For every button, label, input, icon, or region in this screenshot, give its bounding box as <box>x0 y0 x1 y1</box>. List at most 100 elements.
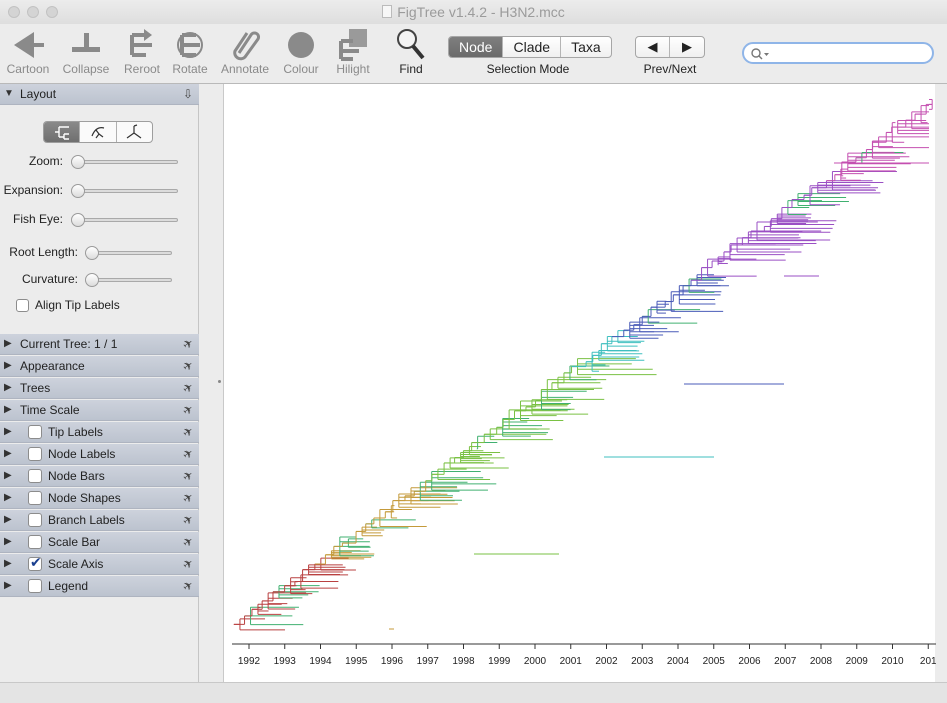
fish-eye-slider-knob[interactable] <box>71 213 85 227</box>
pin-icon[interactable]: ✈ <box>179 489 197 507</box>
pin-icon[interactable]: ⇩ <box>182 87 193 101</box>
settings-panel: ▼ Layout ⇩ Zoom: <box>0 84 199 682</box>
zoom-slider-knob[interactable] <box>71 155 85 169</box>
root-length-slider-knob[interactable] <box>85 246 99 260</box>
pin-icon[interactable]: ✈ <box>179 335 197 353</box>
section-header-branch-labels[interactable]: ▶ Branch Labels ✈ <box>0 510 199 531</box>
pin-icon[interactable]: ✈ <box>179 533 197 551</box>
section-title: Tip Labels <box>48 425 103 439</box>
arrow-left-icon: ◀ <box>647 39 658 54</box>
hilight-label: Hilight <box>336 62 370 76</box>
expansion-slider[interactable] <box>75 189 178 193</box>
section-header-scale-axis[interactable]: ▶ Scale Axis ✈ <box>0 554 199 575</box>
pin-icon[interactable]: ✈ <box>179 379 197 397</box>
selection-mode-clade[interactable]: Clade <box>503 37 562 57</box>
section-checkbox[interactable] <box>28 447 42 461</box>
section-checkbox[interactable] <box>28 513 42 527</box>
section-checkbox[interactable] <box>28 579 42 593</box>
expansion-slider-knob[interactable] <box>71 184 85 198</box>
section-header-current-tree-1-1[interactable]: ▶ Current Tree: 1 / 1 ✈ <box>0 334 199 355</box>
pin-icon[interactable]: ✈ <box>179 357 197 375</box>
section-checkbox[interactable] <box>28 469 42 483</box>
section-header-trees[interactable]: ▶ Trees ✈ <box>0 378 199 399</box>
zoom-row: Zoom: <box>0 152 199 172</box>
section-header-node-shapes[interactable]: ▶ Node Shapes ✈ <box>0 488 199 509</box>
radial-tree-icon <box>126 124 142 139</box>
selection-mode-taxa[interactable]: Taxa <box>571 39 601 55</box>
disclosure-closed-icon: ▶ <box>4 492 12 503</box>
tree-canvas[interactable]: 1992 1993 1994 1995 1996 1997 1998 1999 2000 2001… <box>223 84 936 682</box>
pin-icon[interactable]: ✈ <box>179 511 197 529</box>
zoom-slider[interactable] <box>75 160 178 164</box>
colour-button[interactable]: Colour <box>273 26 329 76</box>
section-checkbox[interactable] <box>28 535 42 549</box>
zoom-window-button[interactable] <box>46 6 58 18</box>
rectangular-layout-button[interactable] <box>44 122 81 142</box>
minimize-window-button[interactable] <box>27 6 39 18</box>
section-title: Current Tree: 1 / 1 <box>20 337 118 351</box>
curvature-slider[interactable] <box>89 278 172 282</box>
axis-tick-label: 1995 <box>345 656 368 667</box>
pin-icon[interactable]: ✈ <box>179 445 197 463</box>
cartoon-button[interactable]: Cartoon <box>0 26 56 76</box>
zoom-label: Zoom: <box>28 154 63 168</box>
search-input[interactable] <box>770 46 920 60</box>
axis-tick-label: 2007 <box>774 656 797 667</box>
fish-eye-slider[interactable] <box>75 218 178 222</box>
window-title: FigTree v1.4.2 - H3N2.mcc <box>0 4 947 20</box>
reroot-button[interactable]: Reroot <box>114 26 170 76</box>
section-checkbox[interactable] <box>28 491 42 505</box>
arrow-right-icon: ▶ <box>682 39 692 54</box>
rotate-button[interactable]: Rotate <box>162 26 218 76</box>
section-title: Time Scale <box>20 403 80 417</box>
phylogenetic-tree: 1992 1993 1994 1995 1996 1997 1998 1999 2000 2001… <box>232 98 936 667</box>
panel-splitter[interactable] <box>199 84 223 682</box>
layout-header[interactable]: ▼ Layout ⇩ <box>0 84 199 105</box>
pin-icon[interactable]: ✈ <box>179 401 197 419</box>
disclosure-closed-icon: ▶ <box>4 360 12 371</box>
section-header-node-bars[interactable]: ▶ Node Bars ✈ <box>0 466 199 487</box>
section-title: Node Labels <box>48 447 116 461</box>
section-header-time-scale[interactable]: ▶ Time Scale ✈ <box>0 400 199 421</box>
section-title: Appearance <box>20 359 85 373</box>
collapse-icon <box>72 33 100 52</box>
axis-tick-label: 1992 <box>238 656 261 667</box>
section-header-node-labels[interactable]: ▶ Node Labels ✈ <box>0 444 199 465</box>
disclosure-closed-icon: ▶ <box>4 514 12 525</box>
curvature-slider-knob[interactable] <box>85 273 99 287</box>
root-length-slider[interactable] <box>89 251 172 255</box>
section-header-appearance[interactable]: ▶ Appearance ✈ <box>0 356 199 377</box>
colour-circle-icon <box>288 32 314 58</box>
prev-button[interactable]: ◀ <box>636 37 671 57</box>
section-title: Scale Axis <box>48 557 104 571</box>
align-tip-labels-checkbox[interactable] <box>16 299 29 312</box>
section-header-legend[interactable]: ▶ Legend ✈ <box>0 576 199 597</box>
fish-eye-row: Fish Eye: <box>0 210 199 230</box>
disclosure-closed-icon: ▶ <box>4 558 12 569</box>
next-button[interactable]: ▶ <box>670 37 704 57</box>
find-button[interactable]: Find <box>383 26 439 76</box>
pin-icon[interactable]: ✈ <box>179 577 197 595</box>
curvature-label: Curvature: <box>21 272 78 286</box>
section-header-tip-labels[interactable]: ▶ Tip Labels ✈ <box>0 422 199 443</box>
annotate-button[interactable]: Annotate <box>217 26 273 76</box>
hilight-button[interactable]: Hilight <box>325 26 381 76</box>
section-header-scale-bar[interactable]: ▶ Scale Bar ✈ <box>0 532 199 553</box>
collapse-button[interactable]: Collapse <box>58 26 114 76</box>
axis-tick-label: 2002 <box>595 656 618 667</box>
close-window-button[interactable] <box>8 6 20 18</box>
pin-icon[interactable]: ✈ <box>179 555 197 573</box>
disclosure-closed-icon: ▶ <box>4 338 12 349</box>
radial-layout-button[interactable] <box>117 122 152 142</box>
axis-tick-label: 2001 <box>560 656 583 667</box>
selection-mode-node[interactable]: Node <box>449 37 504 57</box>
pin-icon[interactable]: ✈ <box>179 423 197 441</box>
search-field[interactable] <box>742 42 934 64</box>
pin-icon[interactable]: ✈ <box>179 467 197 485</box>
section-checkbox[interactable] <box>28 554 42 571</box>
status-bar <box>0 682 947 703</box>
section-checkbox[interactable] <box>28 425 42 439</box>
selection-mode-control: Node Clade Taxa <box>448 36 612 58</box>
disclosure-closed-icon: ▶ <box>4 470 12 481</box>
polar-layout-button[interactable] <box>80 122 117 142</box>
